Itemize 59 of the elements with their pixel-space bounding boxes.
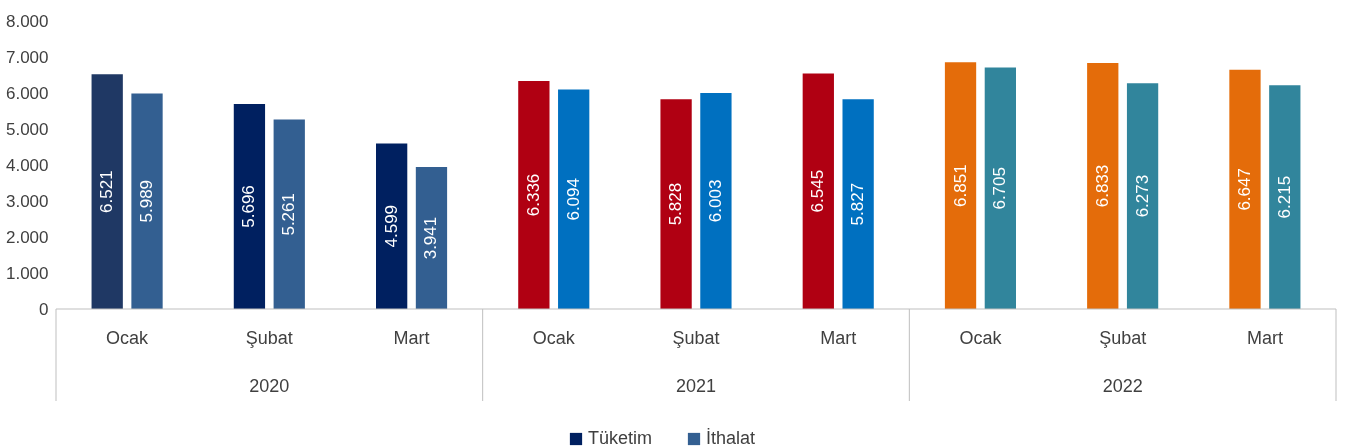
- data-label: 6.215: [1274, 175, 1294, 219]
- bar: [558, 89, 590, 309]
- bar: [376, 143, 408, 309]
- data-label: 6.705: [990, 167, 1010, 210]
- bar: [1126, 83, 1159, 309]
- x-tick-label: Ocak: [959, 328, 1003, 348]
- data-label: 6.833: [1092, 164, 1112, 208]
- data-label: 5.827: [848, 182, 868, 226]
- legend-label: İthalat: [706, 428, 756, 447]
- text: 2020: [249, 376, 290, 396]
- bar: [518, 80, 550, 309]
- x-tick-label: Şubat: [245, 328, 293, 348]
- bar: [131, 93, 163, 309]
- bar: [1229, 69, 1261, 309]
- bar: [984, 67, 1016, 309]
- data-label: 6.336: [523, 173, 543, 217]
- x-tick-label: Ocak: [106, 328, 150, 348]
- y-tick-label: 8.000: [5, 11, 49, 31]
- text: 2021: [675, 376, 717, 396]
- bar: [233, 103, 266, 309]
- data-label: 3.941: [421, 216, 441, 260]
- bar: [802, 73, 834, 309]
- y-tick-label: 6.000: [5, 83, 49, 103]
- x-tick-label: Şubat: [1099, 328, 1147, 348]
- bar: [1269, 85, 1301, 309]
- bar: [1087, 63, 1119, 309]
- data-label: 6.094: [563, 178, 583, 221]
- data-label: 6.545: [808, 169, 828, 213]
- data-label: 6.273: [1132, 174, 1152, 218]
- bar: [273, 119, 305, 309]
- text: 2022: [1102, 376, 1143, 396]
- y-tick-label: 0: [39, 299, 49, 319]
- bar: [415, 167, 448, 309]
- bar: [660, 99, 692, 309]
- bar: [91, 74, 123, 309]
- data-label: 6.521: [97, 170, 117, 213]
- data-label: 6.003: [705, 179, 725, 223]
- y-tick-label: 4.000: [5, 155, 49, 175]
- legend-label: Tüketim: [588, 428, 653, 447]
- y-tick-label: 1.000: [5, 263, 49, 283]
- data-label: 5.989: [137, 179, 157, 223]
- y-tick-label: 2.000: [5, 227, 49, 247]
- x-tick-label: Mart: [393, 328, 430, 348]
- data-label: 4.599: [381, 204, 401, 248]
- x-tick-label: Mart: [820, 328, 857, 348]
- bar: [700, 92, 732, 309]
- y-tick-label: 7.000: [5, 47, 49, 67]
- x-tick-label: Şubat: [672, 328, 720, 348]
- x-tick-label: Ocak: [532, 328, 576, 348]
- data-label: 5.696: [239, 185, 259, 228]
- x-tick-label: Mart: [1246, 328, 1283, 348]
- data-label: 5.261: [279, 193, 299, 236]
- y-tick-label: 3.000: [5, 191, 49, 211]
- data-label: 6.647: [1234, 168, 1254, 211]
- data-label: 6.851: [950, 164, 970, 207]
- bar: [944, 62, 977, 309]
- data-label: 5.828: [666, 182, 686, 226]
- bar: [842, 99, 874, 309]
- y-tick-label: 5.000: [5, 119, 49, 139]
